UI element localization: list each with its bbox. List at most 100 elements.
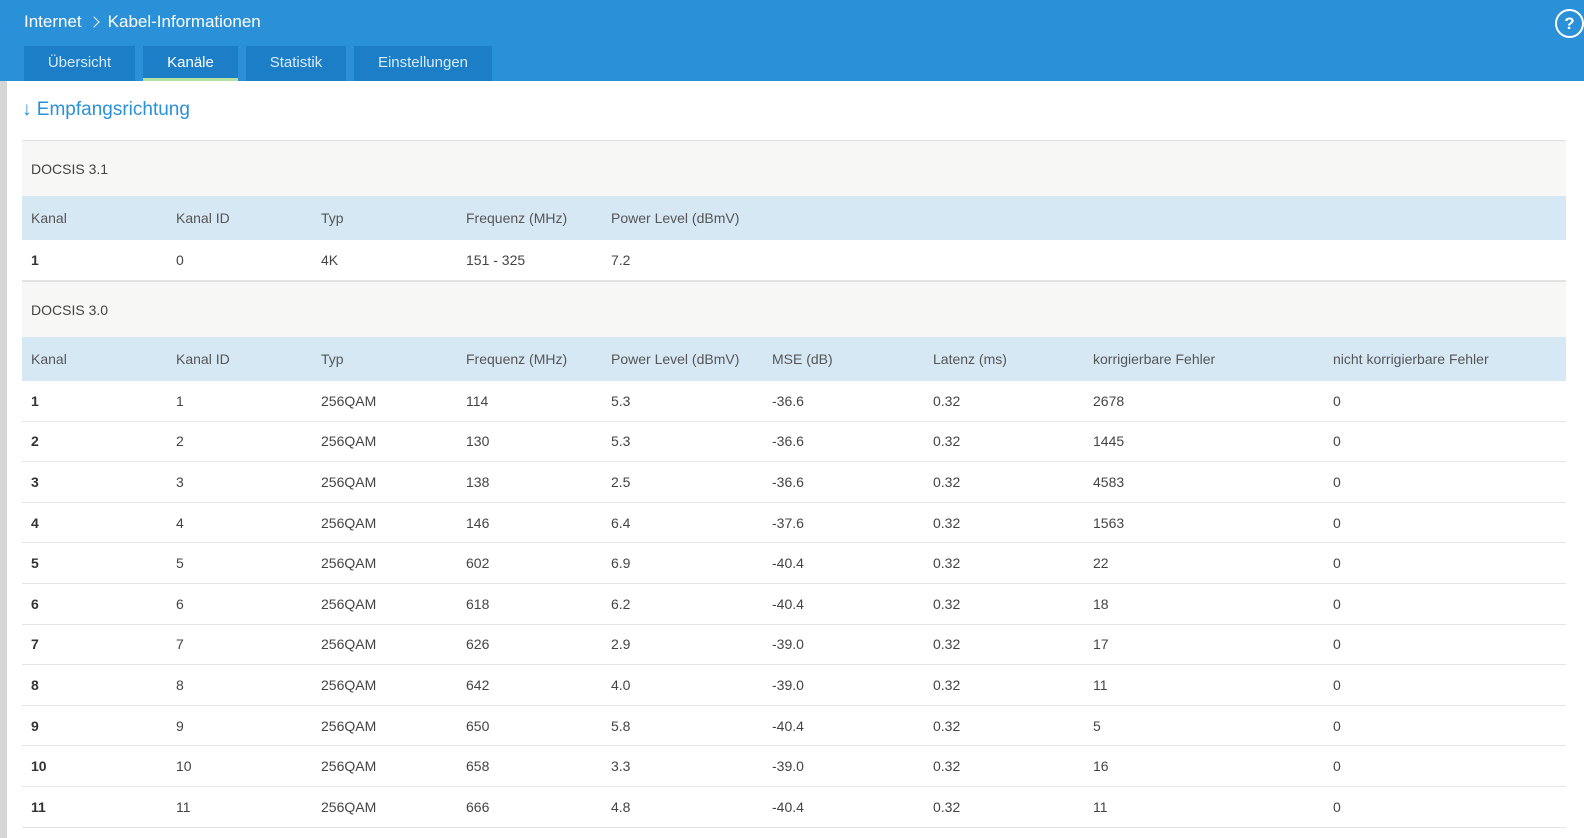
cell-frequenz: 658 [466, 758, 490, 775]
column-header: Kanal ID [176, 351, 230, 367]
cell-nicht-korrigierbare-fehler: 0 [1333, 636, 1341, 653]
tab-statistik[interactable]: Statistik [246, 46, 346, 81]
cell-typ: 256QAM [321, 717, 377, 734]
cell-kanal: 8 [31, 676, 39, 693]
cell-kanal-id: 10 [176, 758, 192, 775]
cell-kanal: 1 [31, 251, 39, 268]
cell-kanal: 6 [31, 595, 39, 612]
docsis30-title: DOCSIS 3.0 [22, 281, 1566, 337]
cell-kanal-id: 9 [176, 717, 184, 734]
cell-mse: -39.0 [772, 676, 804, 693]
breadcrumb-internet[interactable]: Internet [24, 12, 82, 31]
column-header: Power Level (dBmV) [611, 351, 740, 367]
cell-frequenz: 130 [466, 433, 490, 450]
cell-mse: -36.6 [772, 473, 804, 490]
table-row: 8 8 256QAM 642 4.0 -39.0 0.32 11 0 [22, 665, 1566, 706]
cell-kanal: 2 [31, 433, 39, 450]
cell-typ: 256QAM [321, 514, 377, 531]
cell-frequenz: 666 [466, 798, 490, 815]
cell-typ: 256QAM [321, 798, 377, 815]
cell-korrigierbare-fehler: 1445 [1093, 433, 1125, 450]
tab-kanaele[interactable]: Kanäle [143, 46, 238, 81]
cell-mse: -40.4 [772, 555, 804, 572]
left-border [0, 81, 7, 838]
column-header: Typ [321, 351, 344, 367]
cell-korrigierbare-fehler: 22 [1093, 555, 1109, 572]
cell-typ: 256QAM [321, 595, 377, 612]
cell-latenz: 0.32 [933, 758, 961, 775]
cell-frequenz: 146 [466, 514, 490, 531]
cell-power-level: 6.4 [611, 514, 631, 531]
cell-mse: -39.0 [772, 758, 804, 775]
docsis30-body: 1 1 256QAM 114 5.3 -36.6 0.32 2678 0 2 2 256QAM 130 5… [22, 381, 1566, 828]
cell-power-level: 2.5 [611, 473, 631, 490]
column-header: Typ [321, 210, 344, 226]
cell-latenz: 0.32 [933, 433, 961, 450]
cell-mse: -37.6 [772, 514, 804, 531]
cell-frequenz: 114 [466, 392, 489, 409]
table-row: 6 6 256QAM 618 6.2 -40.4 0.32 18 0 [22, 584, 1566, 625]
docsis31-header-row: Kanal Kanal ID Typ Frequenz (MHz) Power … [22, 196, 1566, 240]
cell-frequenz: 626 [466, 636, 490, 653]
table-row: 10 10 256QAM 658 3.3 -39.0 0.32 16 0 [22, 746, 1566, 787]
table-row: 4 4 256QAM 146 6.4 -37.6 0.32 1563 0 [22, 503, 1566, 544]
column-header: MSE (dB) [772, 351, 833, 367]
tab-uebersicht[interactable]: Übersicht [24, 46, 135, 81]
table-row: 2 2 256QAM 130 5.3 -36.6 0.32 1445 0 [22, 422, 1566, 463]
cell-kanal-id: 11 [176, 798, 191, 815]
table-row: 5 5 256QAM 602 6.9 -40.4 0.32 22 0 [22, 543, 1566, 584]
cell-typ: 256QAM [321, 676, 377, 693]
cell-kanal: 9 [31, 717, 39, 734]
cell-frequenz: 650 [466, 717, 490, 734]
breadcrumb-kabel-informationen: Kabel-Informationen [107, 12, 261, 31]
section-title: ↓ Empfangsrichtung [22, 99, 190, 120]
cell-nicht-korrigierbare-fehler: 0 [1333, 433, 1341, 450]
cell-korrigierbare-fehler: 2678 [1093, 392, 1125, 409]
cell-kanal: 7 [31, 636, 39, 653]
table-row: 1 0 4K 151 - 325 7.2 [22, 240, 1566, 281]
cell-kanal: 1 [31, 392, 39, 409]
cell-kanal-id: 5 [176, 555, 184, 572]
cell-kanal-id: 3 [176, 473, 184, 490]
cell-korrigierbare-fehler: 5 [1093, 717, 1101, 734]
cell-latenz: 0.32 [933, 555, 961, 572]
column-header: Frequenz (MHz) [466, 351, 568, 367]
help-icon[interactable]: ? [1555, 9, 1584, 38]
breadcrumb: Internet Kabel-Informationen [24, 12, 261, 32]
cell-typ: 4K [321, 251, 339, 268]
cell-kanal: 5 [31, 555, 39, 572]
chevron-right-icon [87, 16, 100, 28]
cell-nicht-korrigierbare-fehler: 0 [1333, 555, 1341, 572]
cell-typ: 256QAM [321, 392, 377, 409]
cell-frequenz: 138 [466, 473, 490, 490]
cell-typ: 256QAM [321, 555, 377, 572]
cell-korrigierbare-fehler: 4583 [1093, 473, 1125, 490]
cell-power-level: 5.8 [611, 717, 631, 734]
cell-mse: -40.4 [772, 717, 804, 734]
cell-kanal-id: 7 [176, 636, 184, 653]
docsis30-header-row: Kanal Kanal ID Typ Frequenz (MHz) Power … [22, 337, 1566, 381]
cell-mse: -36.6 [772, 392, 804, 409]
column-header: Kanal [31, 351, 67, 367]
cell-mse: -40.4 [772, 595, 804, 612]
cell-nicht-korrigierbare-fehler: 0 [1333, 595, 1341, 612]
cell-nicht-korrigierbare-fehler: 0 [1333, 717, 1341, 734]
cell-nicht-korrigierbare-fehler: 0 [1333, 798, 1341, 815]
cell-kanal: 3 [31, 473, 39, 490]
cell-kanal-id: 2 [176, 433, 184, 450]
docsis31-title: DOCSIS 3.1 [22, 140, 1566, 196]
cell-nicht-korrigierbare-fehler: 0 [1333, 676, 1341, 693]
column-header: korrigierbare Fehler [1093, 351, 1216, 367]
cell-power-level: 6.2 [611, 595, 631, 612]
cell-nicht-korrigierbare-fehler: 0 [1333, 514, 1341, 531]
cell-typ: 256QAM [321, 758, 377, 775]
cell-typ: 256QAM [321, 433, 377, 450]
cell-korrigierbare-fehler: 17 [1093, 636, 1109, 653]
cell-latenz: 0.32 [933, 636, 961, 653]
column-header: Kanal [31, 210, 67, 226]
column-header: nicht korrigierbare Fehler [1333, 351, 1489, 367]
tab-einstellungen[interactable]: Einstellungen [354, 46, 492, 81]
cell-kanal-id: 8 [176, 676, 184, 693]
cell-typ: 256QAM [321, 636, 377, 653]
cell-power-level: 4.8 [611, 798, 631, 815]
